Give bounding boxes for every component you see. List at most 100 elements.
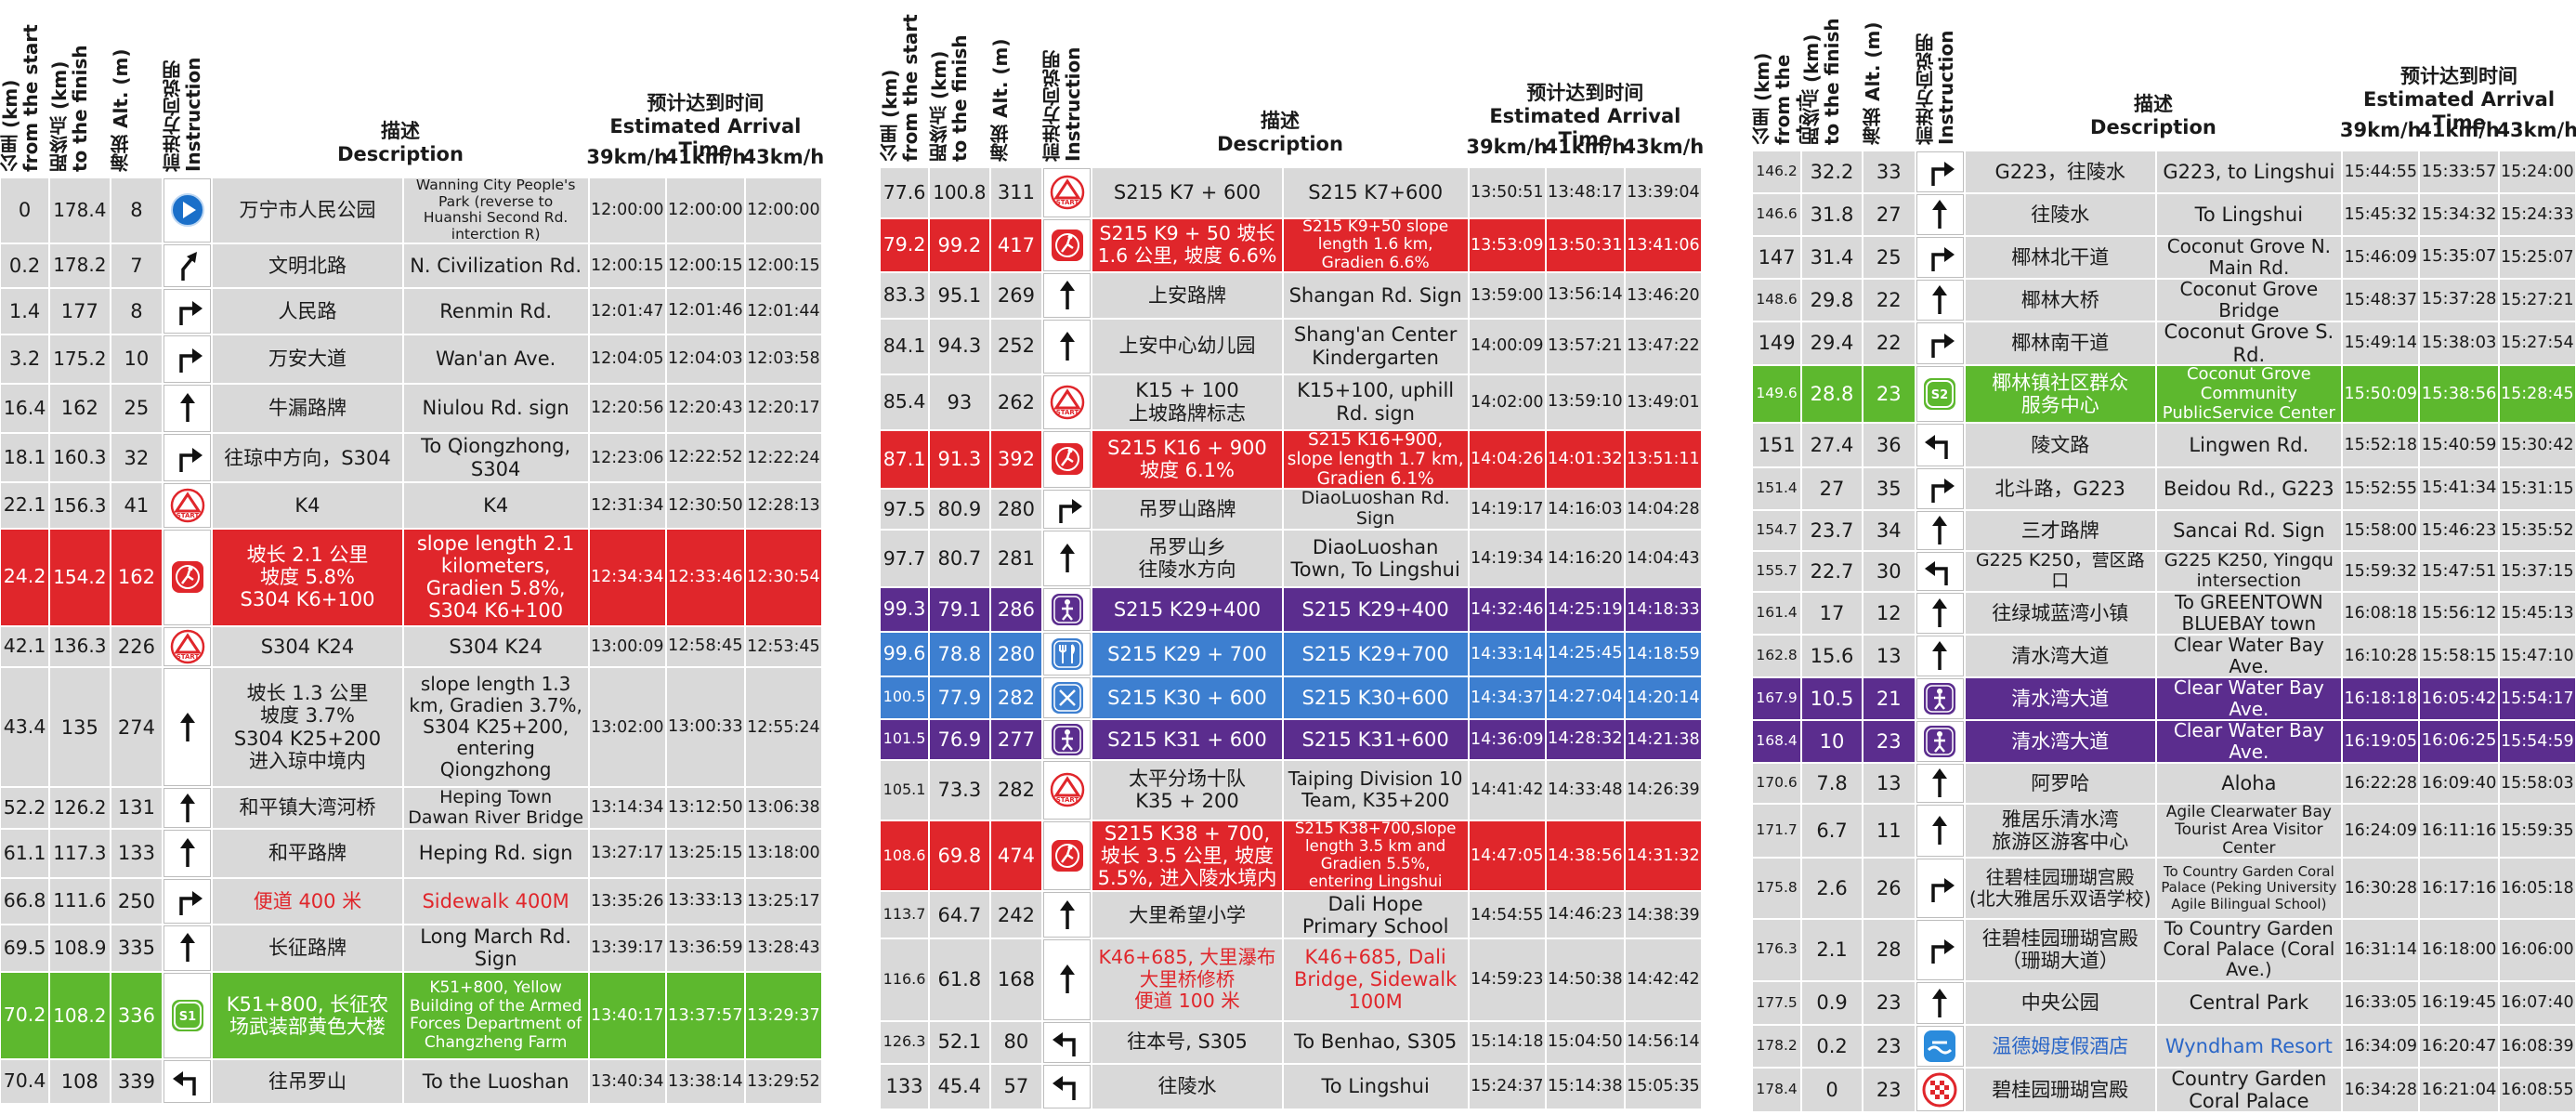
- arrival-time: 15:37:28: [2420, 279, 2498, 321]
- instruction-icon: [1051, 840, 1083, 872]
- icon-part: [1940, 1081, 1945, 1086]
- instruction-icon: [1051, 637, 1083, 670]
- altitude: 13: [1863, 763, 1915, 803]
- arrival-time: 15:31:15: [2499, 467, 2575, 509]
- description-cn: 便道 400 米: [213, 878, 402, 924]
- instruction: [1916, 677, 1964, 719]
- instruction: [1916, 636, 1964, 676]
- description-cn: 往琼中方向，S304: [213, 433, 402, 482]
- instruction: START: [1043, 760, 1092, 820]
- icon-part: [181, 257, 193, 281]
- description-cn: 清水湾大道: [1965, 636, 2155, 676]
- instruction: [1916, 467, 1964, 509]
- instruction-icon: [1051, 229, 1083, 261]
- column-header: 距终点 (km) to the finish: [49, 45, 92, 172]
- instruction-icon: [1051, 681, 1083, 714]
- instruction-icon: [179, 890, 203, 915]
- km-to-finish: 117.3: [50, 829, 110, 877]
- arrival-time: 14:50:38: [1546, 939, 1624, 1020]
- icon-part: [1054, 844, 1079, 869]
- instruction: [163, 288, 212, 334]
- arrival-time: 12:04:05: [589, 334, 665, 383]
- description-cn: K4: [213, 483, 402, 528]
- icon-part: [1932, 598, 1948, 610]
- description-cn: S215 K38 + 700, 坡长 3.5 公里, 坡度 5.5%, 进入陵水…: [1092, 821, 1282, 891]
- km-to-finish: 78.8: [930, 632, 989, 676]
- description-cn: 椰林北干道: [1965, 236, 2155, 278]
- instruction: [163, 243, 212, 287]
- km-from-start: 101.5: [881, 719, 929, 759]
- instruction-icon: START: [1050, 385, 1085, 419]
- description-cn: 北斗路，G223: [1965, 467, 2155, 509]
- km-to-finish: 94.3: [930, 319, 989, 374]
- icon-part: [171, 1000, 203, 1032]
- arrival-time: 16:05:18: [2499, 859, 2575, 918]
- icon-part: [1926, 685, 1954, 713]
- arrival-time: 14:26:39: [1625, 760, 1701, 820]
- arrival-time: 14:25:19: [1546, 588, 1624, 631]
- altitude: 336: [111, 973, 163, 1059]
- icon-part: [1944, 246, 1955, 262]
- icon-part: [175, 565, 200, 590]
- arrival-time: 16:08:18: [2343, 593, 2419, 635]
- instruction-icon: [1925, 435, 1948, 460]
- arrival-time: 14:18:33: [1625, 588, 1701, 631]
- description-en: To Qiongzhong, S304: [403, 433, 588, 482]
- km-from-start: 16.4: [1, 384, 49, 432]
- description-cn: K51+800, 长征农场武装部黄色大楼: [213, 973, 402, 1059]
- instruction: [1916, 919, 1964, 980]
- arrival-time: 16:21:04: [2420, 1069, 2498, 1111]
- description-cn: K15 + 100 上坡路牌标志: [1092, 374, 1282, 429]
- altitude: 23: [1863, 720, 1915, 762]
- speed-header: 41km/h: [1544, 136, 1627, 158]
- description-cn: 文明北路: [213, 243, 402, 287]
- icon-part: [1061, 1037, 1076, 1056]
- arrival-time: 15:41:34: [2420, 467, 2498, 509]
- icon-part: [1061, 1082, 1076, 1101]
- icon-part: [1944, 939, 1955, 955]
- arrival-time: 14:38:39: [1625, 892, 1701, 938]
- icon-part: [172, 1071, 183, 1087]
- description-cn: 长征路牌: [213, 925, 402, 972]
- icon-part: [1928, 1045, 1953, 1055]
- km-to-finish: 0.2: [1802, 1026, 1862, 1068]
- km-from-start: 52.2: [1, 788, 49, 828]
- instruction-icon: [1922, 1072, 1957, 1108]
- altitude: 286: [990, 588, 1042, 631]
- altitude: 269: [990, 273, 1042, 318]
- icon-part: [1050, 773, 1085, 807]
- icon-part: [1050, 385, 1085, 419]
- column-header: 前进方向说明 Instruction: [1042, 46, 1085, 163]
- km-from-start: 61.1: [1, 829, 49, 877]
- arrival-time: 13:28:43: [745, 925, 821, 972]
- km-from-start: 161.4: [1753, 593, 1801, 635]
- description-cn: 大里希望小学: [1092, 892, 1282, 938]
- altitude: 168: [990, 939, 1042, 1020]
- arrival-time: 16:18:00: [2420, 919, 2498, 980]
- altitude: 417: [990, 218, 1042, 272]
- arrival-time: 12:04:03: [666, 334, 744, 383]
- altitude: 7: [111, 243, 163, 287]
- arrival-time: 15:58:15: [2420, 636, 2498, 676]
- arrival-time: 13:50:51: [1469, 168, 1545, 217]
- description-cn: 吊罗山路牌: [1092, 490, 1282, 530]
- arrival-time: 13:33:13: [666, 878, 744, 924]
- instruction: [1043, 1021, 1092, 1063]
- description-en: Renmin Rd.: [403, 288, 588, 334]
- km-from-start: 167.9: [1753, 677, 1801, 719]
- arrival-time: 15:25:07: [2499, 236, 2575, 278]
- km-from-start: 43.4: [1, 667, 49, 787]
- arrival-time: 13:59:10: [1546, 374, 1624, 429]
- km-from-start: 175.8: [1753, 859, 1801, 918]
- instruction-icon: [1059, 331, 1075, 361]
- description-en: To Lingshui: [1283, 1064, 1468, 1108]
- icon-part: [1932, 199, 1948, 210]
- arrival-time: 16:33:05: [2343, 981, 2419, 1025]
- instruction: [1043, 892, 1092, 938]
- icon-part: [1060, 238, 1074, 253]
- altitude: 277: [990, 719, 1042, 759]
- km-to-finish: 6.7: [1802, 804, 1862, 858]
- km-from-start: 151.4: [1753, 467, 1801, 509]
- km-to-finish: 15.6: [1802, 636, 1862, 676]
- arrival-time: 12:33:46: [666, 529, 744, 625]
